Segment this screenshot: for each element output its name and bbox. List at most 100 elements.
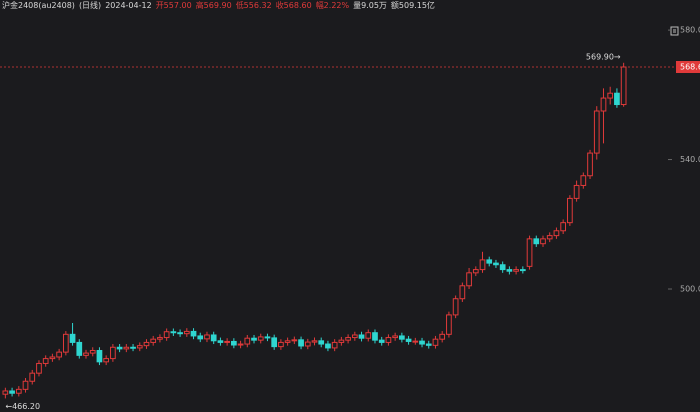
candle-body xyxy=(224,340,230,343)
candle-body xyxy=(304,341,311,347)
candle-body xyxy=(526,238,533,267)
header-item: 开557.00 xyxy=(156,1,192,10)
candle-body xyxy=(325,343,331,349)
candle-body xyxy=(264,336,271,339)
candle-body xyxy=(351,334,358,339)
candle-body xyxy=(506,269,513,272)
candle-body xyxy=(170,331,177,334)
header-item: 幅2.22% xyxy=(316,0,350,10)
candle-body xyxy=(533,238,540,245)
header: 沪金2408(au2408) (日线) 2024-04-12 开557.00 高569.… xyxy=(2,0,435,10)
candle-body xyxy=(466,272,472,287)
candle-body xyxy=(620,66,627,106)
candle-body xyxy=(190,330,197,337)
candle-body xyxy=(231,340,237,346)
candle-body xyxy=(553,230,560,237)
candle-body xyxy=(163,331,170,339)
candle-body xyxy=(311,340,318,343)
candle-body xyxy=(399,335,405,340)
header-item: 收568.60 xyxy=(276,0,312,10)
candle-body xyxy=(29,372,36,382)
candle-body xyxy=(499,264,506,271)
candle-body xyxy=(614,92,620,106)
candle-body xyxy=(69,333,76,343)
candle-body xyxy=(580,175,587,186)
candle-body xyxy=(405,338,412,342)
candle-body xyxy=(9,390,15,394)
candle-body xyxy=(600,97,607,112)
candle-body xyxy=(210,334,217,342)
low-annotation: ←466.20 xyxy=(5,402,40,411)
last-price-label: 568.60 xyxy=(680,62,700,71)
candle-body xyxy=(560,222,567,232)
candle-body xyxy=(76,341,83,356)
candle-body xyxy=(546,235,553,240)
candle-body xyxy=(385,337,392,343)
y-tick-label: 540.00 xyxy=(680,155,700,164)
y-tick-label: 580.00 xyxy=(680,26,700,35)
candle-body xyxy=(519,269,526,272)
candle-body xyxy=(204,334,210,340)
candle-body xyxy=(284,340,291,343)
candle-body xyxy=(593,110,600,154)
candle-body xyxy=(358,334,365,339)
candle-body xyxy=(513,269,519,272)
candle-body xyxy=(183,330,190,335)
candle-body xyxy=(116,346,123,350)
candle-body xyxy=(392,335,398,339)
candle-body xyxy=(419,340,425,345)
candle-body xyxy=(493,262,499,266)
last-price-box xyxy=(676,60,700,73)
candle-body xyxy=(197,335,204,340)
candle-body xyxy=(439,333,446,340)
candle-body xyxy=(479,259,486,271)
header-item: (日线) xyxy=(79,0,101,10)
candle-body xyxy=(150,338,157,343)
candle-body xyxy=(331,341,338,349)
header-item: 沪金2408(au2408) xyxy=(2,0,75,10)
high-annotation: 569.90→ xyxy=(586,52,621,61)
candle-body xyxy=(22,380,29,390)
candle-body xyxy=(318,340,325,345)
candle-body xyxy=(237,343,244,346)
candle-body xyxy=(291,339,298,342)
header-item: 量9.05万 xyxy=(353,1,387,10)
candle-body xyxy=(251,337,257,341)
candle-body xyxy=(103,358,110,363)
icon-frame xyxy=(670,26,679,36)
candle-body xyxy=(123,346,130,350)
header-item: 2024-04-12 xyxy=(105,1,152,10)
candle-body xyxy=(278,341,284,348)
candle-body xyxy=(425,343,432,346)
candle-body xyxy=(372,332,378,341)
candle-body xyxy=(89,350,96,354)
candle-body xyxy=(130,346,136,349)
candle-body xyxy=(573,184,580,199)
candle-body xyxy=(62,333,69,353)
header-item: 高569.90 xyxy=(196,0,232,10)
candle-body xyxy=(459,285,466,300)
candle-body xyxy=(244,337,251,345)
candle-body xyxy=(56,351,62,358)
candle-body xyxy=(36,362,42,374)
candle-body xyxy=(446,314,452,335)
candle-body xyxy=(412,340,419,343)
settings-icon[interactable] xyxy=(670,26,679,36)
candle-body xyxy=(15,388,22,394)
candle-body xyxy=(157,337,163,340)
candle-body xyxy=(540,238,546,245)
candle-body xyxy=(177,332,183,335)
candle-body xyxy=(452,298,459,316)
candle-body xyxy=(2,390,9,395)
candle-body xyxy=(345,337,351,341)
candle-body xyxy=(338,339,345,343)
candle-body xyxy=(365,332,372,339)
candle-body xyxy=(110,346,116,360)
candle-body xyxy=(143,341,150,347)
candle-body xyxy=(257,336,264,341)
candle-body xyxy=(486,259,493,264)
candle-body xyxy=(83,352,89,356)
